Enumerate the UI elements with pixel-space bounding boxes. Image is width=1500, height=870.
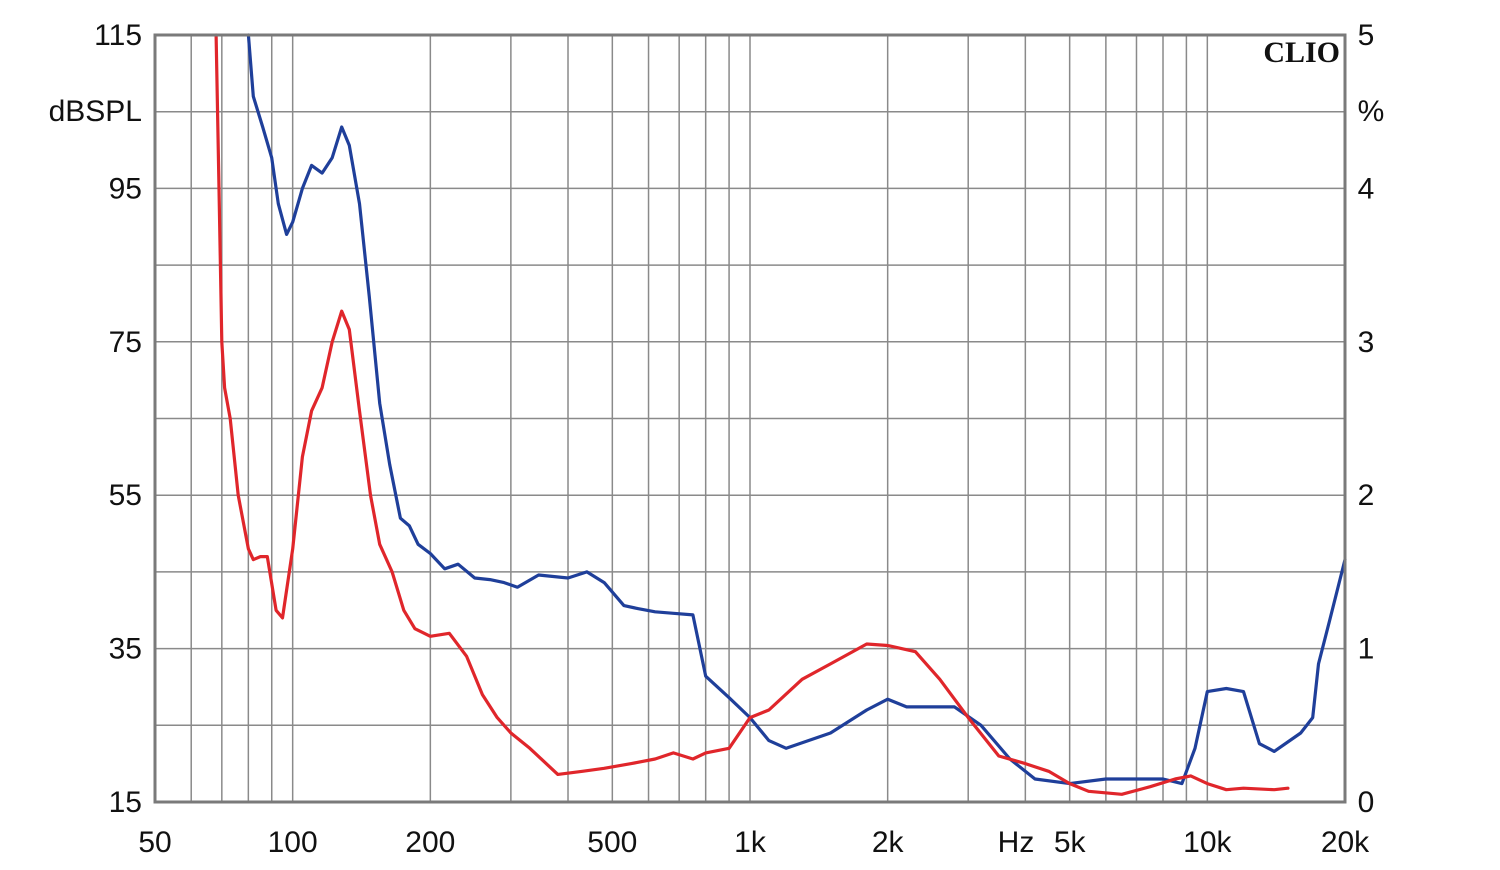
x-tick-label: 5k	[1054, 826, 1087, 859]
y-right-tick-label: 0	[1358, 786, 1375, 819]
y-right-tick-label: 5	[1358, 19, 1375, 52]
y-right-tick-label: 4	[1358, 172, 1375, 205]
y-left-tick-label: 15	[109, 786, 142, 819]
brand-label: CLIO	[1263, 36, 1340, 69]
y-right-tick-label: 2	[1358, 479, 1375, 512]
y-left-tick-label: 95	[109, 172, 142, 205]
y-left-tick-label: 115	[94, 19, 142, 52]
x-tick-label: 20k	[1321, 826, 1370, 859]
y-right-tick-label: 1	[1358, 633, 1375, 666]
tick-labels: 50 100 200 500 1k 2k 5k 10k 20k 115 95 75 55 35 15 5 4 3 2…	[94, 19, 1374, 859]
y-right-unit-label: %	[1358, 95, 1385, 128]
x-unit-label: Hz	[998, 826, 1035, 859]
plot-frame	[153, 33, 1347, 804]
series-layer	[214, 33, 1347, 796]
y-left-tick-label: 55	[109, 479, 142, 512]
x-tick-label: 1k	[734, 826, 767, 859]
x-tick-label: 200	[405, 826, 455, 859]
y-right-tick-label: 3	[1358, 326, 1375, 359]
y-left-tick-label: 75	[109, 326, 142, 359]
y-left-unit-label: dBSPL	[49, 95, 142, 128]
x-tick-label: 50	[138, 826, 171, 859]
x-tick-label: 2k	[872, 826, 905, 859]
y-left-tick-label: 35	[109, 633, 142, 666]
x-tick-label: 10k	[1183, 826, 1232, 859]
series-line-2	[214, 33, 1290, 796]
chart-grid	[155, 35, 1345, 802]
x-tick-label: 500	[587, 826, 637, 859]
x-tick-label: 100	[268, 826, 318, 859]
